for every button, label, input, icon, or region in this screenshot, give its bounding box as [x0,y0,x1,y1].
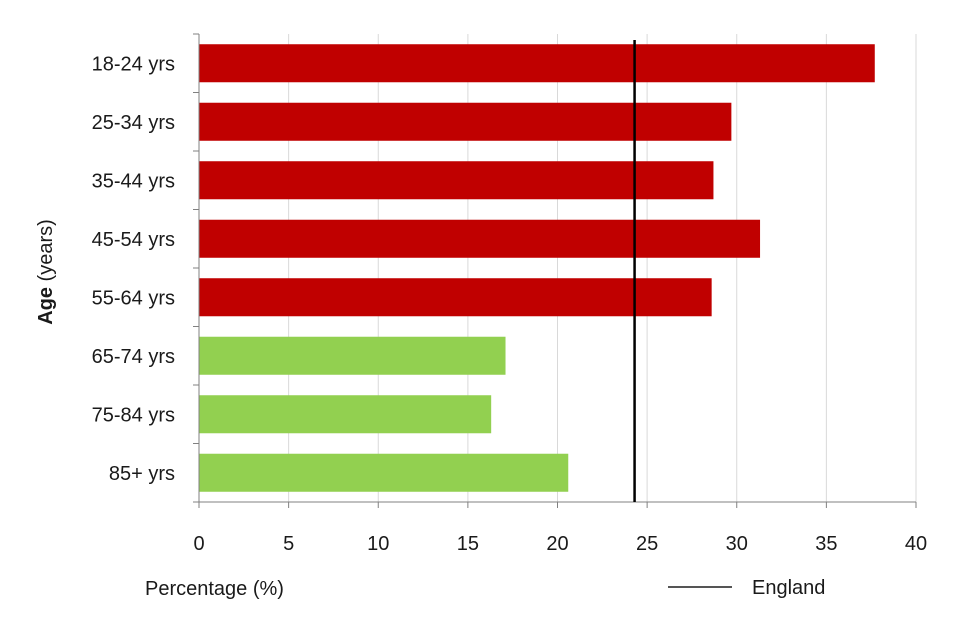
x-tick-label: 20 [546,533,568,555]
x-tick-label: 0 [193,533,204,555]
y-tick-label: 18-24 yrs [92,53,175,75]
y-tick-label: 75-84 yrs [92,404,175,426]
x-tick-label: 35 [815,533,837,555]
legend-label-england: England [752,577,825,599]
x-tick-label: 40 [905,533,927,555]
bars [199,44,875,492]
bar-25-34-yrs [199,102,732,141]
bar-45-54-yrs [199,219,761,258]
bar-35-44-yrs [199,161,714,200]
y-tick-label: 55-64 yrs [92,287,175,309]
y-axis-title-bold: Age [35,287,57,325]
y-tick-label: 85+ yrs [109,463,175,485]
y-tick-label: 35-44 yrs [92,170,175,192]
y-tick-label: 25-34 yrs [92,112,175,134]
bar-75-84-yrs [199,395,492,434]
legend: England [668,577,825,599]
axes [193,33,917,508]
x-tick-label: 5 [283,533,294,555]
y-tick-label: 45-54 yrs [92,229,175,251]
x-tick-label: 30 [726,533,748,555]
x-tick-label: 15 [457,533,479,555]
x-axis-title: Percentage (%) [145,578,284,600]
bar-65-74-yrs [199,336,506,375]
y-axis-title: Age (years) [35,219,57,325]
y-axis-title-rest: (years) [35,219,57,287]
y-tick-label: 65-74 yrs [92,346,175,368]
x-tick-label: 25 [636,533,658,555]
bar-85-yrs [199,453,569,492]
bar-55-64-yrs [199,278,712,317]
tick-labels: 18-24 yrs 25-34 yrs 35-44 yrs 45-54 yrs 55-6… [92,53,928,555]
x-tick-label: 10 [367,533,389,555]
bar-18-24-yrs [199,44,875,83]
